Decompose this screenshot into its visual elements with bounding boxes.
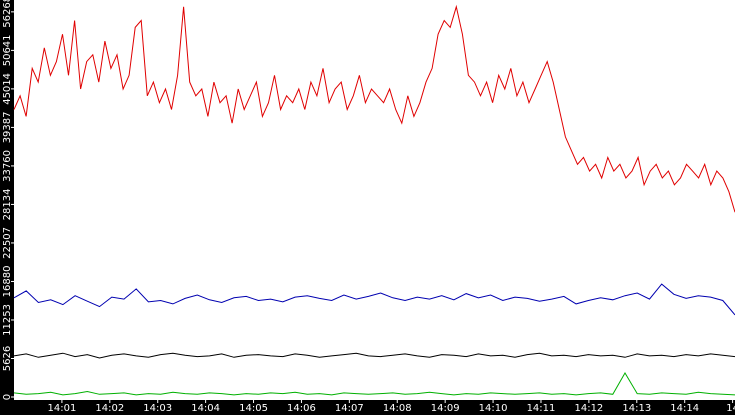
x-tick-label: 14:08 [383, 403, 412, 414]
x-tick-label: 14:11 [527, 403, 556, 414]
series-line [13, 352, 735, 359]
x-tick-label: 14:03 [143, 403, 172, 414]
y-tick-label: 33760 [2, 150, 13, 182]
x-tick-label: 14:05 [239, 403, 268, 414]
series-line [13, 4, 735, 213]
x-tick-label: 14:02 [95, 403, 124, 414]
x-tick-label: 14:12 [574, 403, 603, 414]
series-line [13, 372, 735, 396]
y-tick-label: 28134 [2, 189, 13, 221]
x-tick-label: 14:06 [287, 403, 316, 414]
x-tick-label: 14:04 [191, 403, 220, 414]
y-axis-strip [0, 0, 14, 415]
y-tick-label: 11253 [2, 304, 13, 336]
x-tick-label: 14:13 [622, 403, 651, 414]
y-tick-label: 56268 [2, 0, 13, 28]
x-tick-label: 14:14 [670, 403, 699, 414]
x-tick-label: 14 [726, 403, 735, 414]
x-tick-label: 14:07 [335, 403, 364, 414]
x-axis-strip [0, 400, 735, 415]
x-tick-label: 14:10 [479, 403, 508, 414]
y-tick-label: 50641 [2, 34, 13, 66]
y-tick-label: 39387 [2, 111, 13, 143]
x-tick-label: 14:09 [431, 403, 460, 414]
y-tick-label: 16880 [2, 266, 13, 298]
y-tick-label: 5626 [2, 346, 13, 371]
series-line [13, 283, 735, 316]
y-tick-label: 0 [2, 394, 13, 400]
x-tick-label: 14:01 [47, 403, 76, 414]
y-tick-label: 45014 [2, 73, 13, 105]
y-tick-label: 22507 [2, 227, 13, 259]
